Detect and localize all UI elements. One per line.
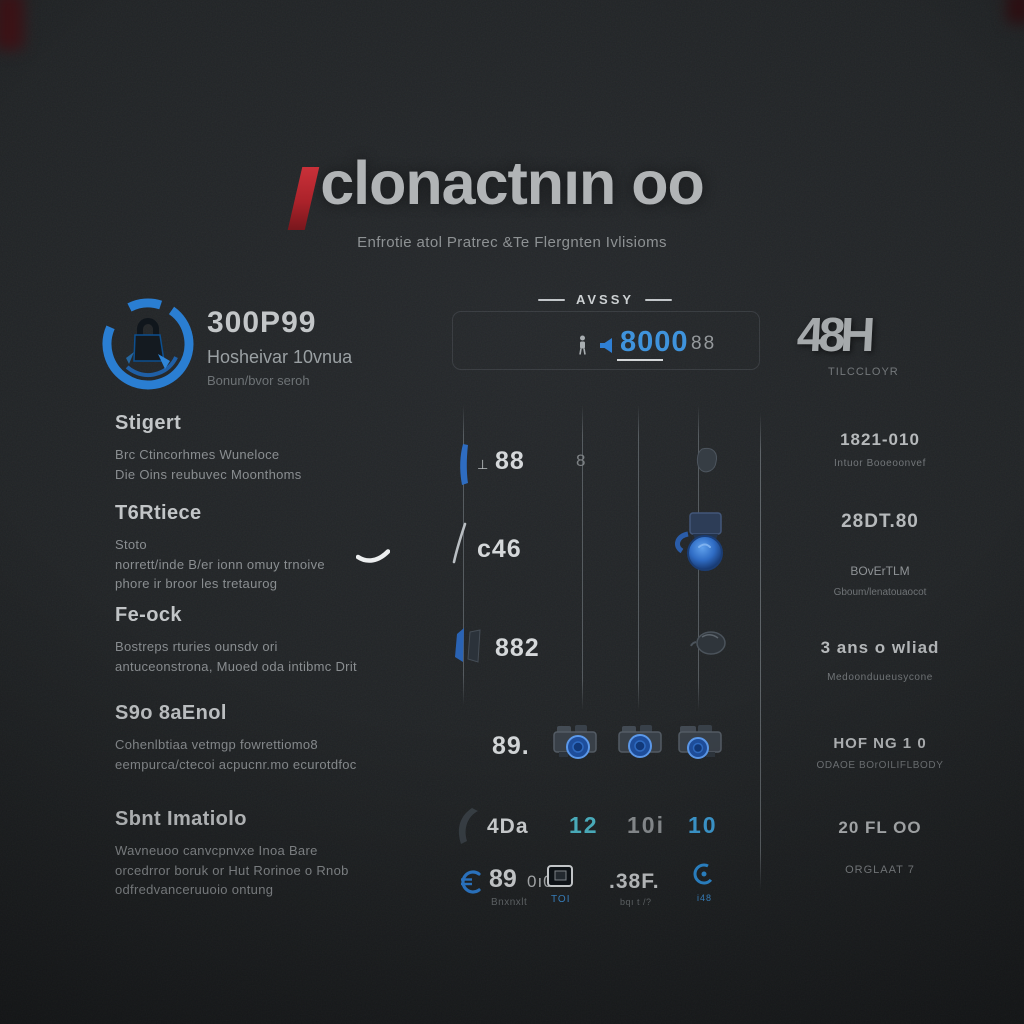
brush-pair-icon	[452, 626, 486, 671]
rate-value: .38F.	[609, 870, 660, 893]
c-ring-icon	[691, 862, 717, 893]
spec-item: 1821-010 Intuor Booeoonvef	[772, 430, 988, 469]
dark-round-icon	[690, 630, 728, 663]
brand-text-block: 300P99 Hosheivar 10vnua Bonun/bvor seroh	[207, 306, 352, 388]
stat-underline	[617, 359, 663, 361]
stat-box-outline	[452, 311, 760, 370]
feature-item: Fe-ock Bostreps rturies ounsdv ori antuc…	[115, 604, 427, 676]
feature-body: Cohenlbtiaa vetmgp fowrettiomo8 eempurca…	[115, 737, 357, 772]
price-sub-label: Bnxnxlt	[491, 897, 528, 908]
figure-icon	[576, 335, 589, 360]
row1-col2-value: 8	[576, 451, 586, 470]
row5-col3-value: 10i	[627, 812, 665, 838]
section-label: AVSSY	[452, 292, 758, 307]
feature-body: Wavneuoo canvcpnvxe Inoa Bare orcedrror …	[115, 843, 349, 897]
feature-title: T6Rtiece	[115, 502, 202, 524]
row5-col2-value: 12	[569, 812, 599, 838]
row4-value: 89.	[492, 732, 530, 760]
page-title: clonactnın oo	[320, 149, 705, 217]
feature-title: Fe-ock	[115, 604, 182, 626]
column-divider	[463, 405, 464, 705]
corner-red-smudge	[0, 0, 24, 50]
feature-body: Brc Ctincorhmes Wuneloce Die Oins reubuv…	[115, 447, 302, 482]
spec-sub-caption: Gboum/lenatouaocot	[833, 587, 927, 598]
ring-label: i48	[697, 893, 713, 903]
spec-sub-heading: BOvErTLM	[850, 564, 910, 578]
spec-item: HOF NG 1 0 ODAOE BOrOILIFLBODY	[772, 735, 988, 771]
corner-red-smudge-right	[1006, 0, 1024, 24]
feature-item: Stigert Brc Ctincorhmes Wuneloce Die Oin…	[115, 412, 427, 484]
duration-caption: TILCCLOYR	[828, 366, 899, 378]
brand-name: Hosheivar 10vnua	[207, 347, 353, 367]
spec-value: 1821-010	[840, 430, 920, 449]
spec-value: 3 ans o wliad	[820, 638, 940, 657]
webcam-icon	[672, 508, 730, 583]
column-divider	[638, 405, 639, 710]
section-label-text: AVSSY	[575, 292, 635, 307]
monitor-label: TOI	[551, 894, 571, 905]
feature-body: Bostreps rturies ounsdv ori antuceonstro…	[115, 639, 357, 674]
brand-logo-icon	[98, 294, 198, 399]
spec-value: 20 FL OO	[838, 818, 922, 837]
camera-icon	[551, 722, 599, 767]
check-swoosh-icon	[355, 548, 391, 571]
row5-col4-value: 10	[688, 812, 718, 838]
spec-item: 28DT.80	[772, 511, 988, 533]
rate-sub-label: bqı t /?	[620, 897, 652, 907]
brand-note: Bonun/bvor seroh	[207, 373, 310, 388]
row5-value: 4Da	[487, 815, 529, 838]
spec-value: 28DT.80	[841, 511, 919, 532]
label-dash-left	[537, 298, 565, 301]
spec-item: 3 ans o wliad Medoonduueusycone	[772, 638, 988, 683]
camera-icon	[616, 722, 664, 767]
page-subtitle: Enfrotie atol Pratrec &Te Flergnten Ivli…	[357, 234, 667, 251]
price-value: 89	[489, 865, 517, 893]
camera-icon	[676, 722, 724, 767]
slash-icon	[452, 522, 468, 571]
brand-code: 300P99	[207, 306, 317, 339]
monitor-icon	[546, 864, 574, 895]
label-dash-right	[645, 298, 673, 301]
spec-sub: Medoonduueusycone	[827, 672, 933, 683]
stat-value: 8000	[620, 326, 689, 358]
feature-title: Sbnt Imatiolo	[115, 808, 247, 830]
spec-sub: Intuor Booeoonvef	[834, 458, 926, 469]
brush-icon	[456, 443, 472, 492]
feature-item: S9o 8aEnol Cohenlbtiaa vetmgp fowrettiom…	[115, 702, 427, 774]
dark-blob-icon	[694, 446, 720, 481]
tick-glyph: ⊥	[477, 457, 489, 472]
price-small: 0ı0	[527, 872, 554, 891]
stat-aux: 88	[691, 333, 717, 354]
duration-value: 48H	[795, 309, 872, 362]
row2-value: c46	[477, 535, 522, 563]
euro-ring-icon	[459, 869, 483, 900]
column-divider	[582, 405, 583, 710]
feature-title: Stigert	[115, 412, 182, 434]
feature-item: T6Rtiece Stoto norrett/inde B/er ionn om…	[115, 502, 427, 594]
spec-value: HOF NG 1 0	[833, 735, 927, 752]
spec-item: 20 FL OO	[772, 818, 988, 838]
speaker-icon	[599, 337, 616, 359]
row3-value: 882	[495, 634, 540, 662]
swoosh-icon	[452, 806, 482, 851]
feature-body: Stoto norrett/inde B/er ionn omuy trnoiv…	[115, 537, 325, 591]
row1-value: 88	[495, 447, 525, 475]
feature-title: S9o 8aEnol	[115, 702, 227, 724]
feature-item: Sbnt Imatiolo Wavneuoo canvcpnvxe Inoa B…	[115, 808, 427, 900]
spec-sub: ODAOE BOrOILIFLBODY	[816, 760, 944, 771]
right-column-divider	[760, 413, 761, 890]
spec-footnote: ORGLAAT 7	[845, 864, 915, 876]
